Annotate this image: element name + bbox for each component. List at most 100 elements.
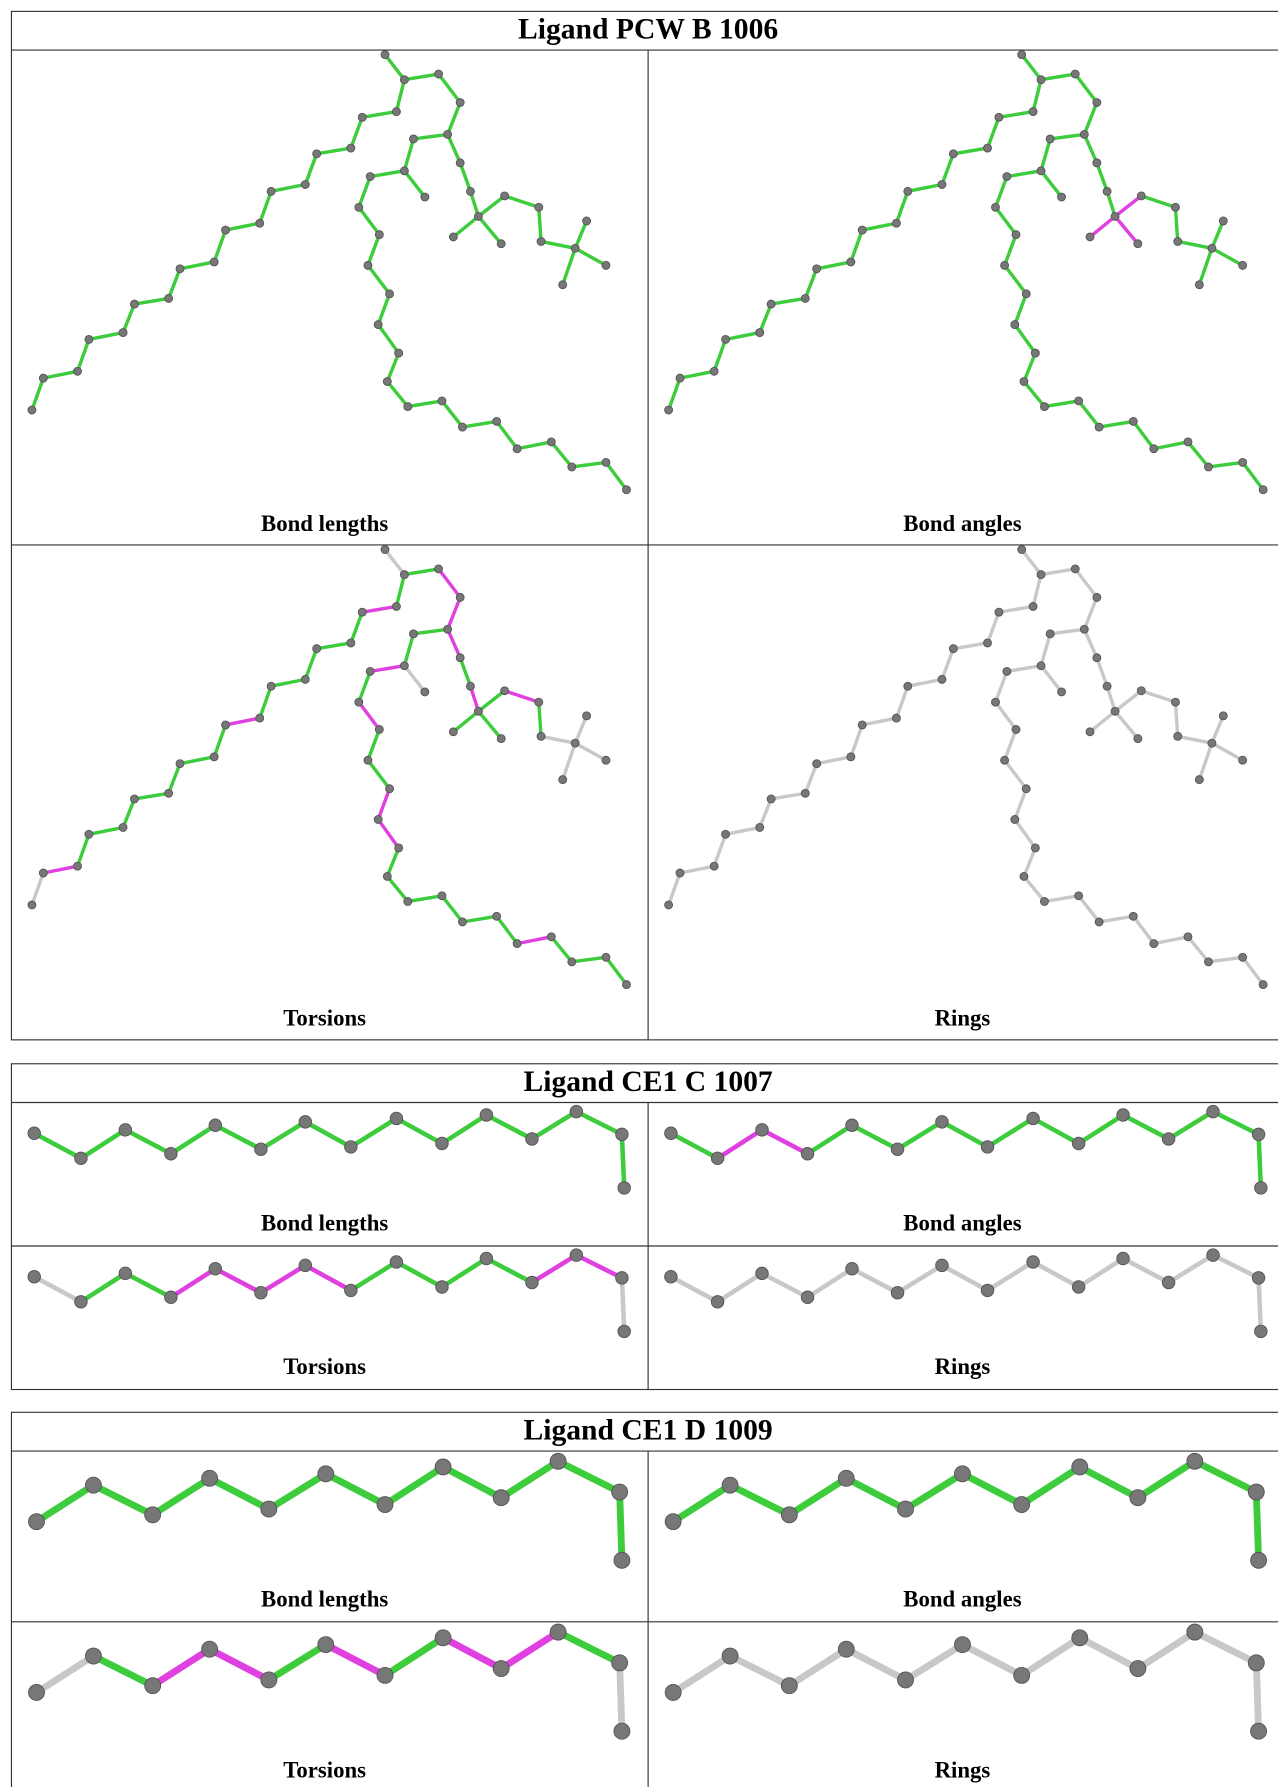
bond (953, 148, 987, 154)
validation-figure: Ligand PCW B 1006Bond lengthsBond angles… (0, 0, 1278, 1787)
atom (404, 403, 412, 411)
bond (305, 649, 316, 680)
molecule-image (29, 1624, 630, 1739)
atom (992, 203, 1000, 211)
atom (1071, 70, 1079, 78)
bond (448, 134, 461, 162)
atom (1095, 918, 1103, 926)
bond (439, 74, 461, 102)
bond (1115, 216, 1138, 243)
atom (493, 417, 501, 425)
atom (256, 714, 264, 722)
atom (756, 1267, 769, 1280)
atom (449, 728, 457, 736)
atom (1111, 212, 1119, 220)
atom (1248, 1484, 1264, 1500)
atom (436, 1137, 449, 1150)
atom (435, 1630, 451, 1646)
atom (1134, 240, 1142, 248)
bond (1015, 294, 1026, 325)
atom (400, 76, 408, 84)
atom (949, 150, 957, 158)
bond (606, 957, 627, 984)
atom (1072, 1459, 1088, 1475)
atom (1037, 167, 1045, 175)
bond (1208, 462, 1242, 467)
atom (1219, 217, 1227, 225)
bond (169, 269, 180, 299)
atom (1117, 1252, 1130, 1265)
panel-caption: Torsions (283, 1757, 366, 1782)
panel-caption: Bond angles (903, 1587, 1021, 1612)
bond (443, 1467, 501, 1498)
bond (370, 171, 404, 177)
atom (1174, 732, 1182, 740)
bond (271, 679, 305, 686)
atom (358, 113, 366, 121)
atom (1011, 815, 1019, 823)
atom (1018, 546, 1026, 554)
atom (366, 173, 374, 181)
bond (214, 230, 225, 262)
bond (171, 1125, 215, 1153)
atom (130, 300, 138, 308)
atom (1027, 1256, 1040, 1269)
bond (1075, 569, 1097, 597)
section-title: Ligand CE1 C 1007 (523, 1066, 772, 1098)
atom (1162, 1133, 1175, 1146)
atom (456, 159, 464, 167)
bond (443, 1638, 501, 1669)
atom (28, 406, 36, 414)
bond (362, 606, 396, 612)
bond (988, 1118, 1034, 1146)
atom (938, 181, 946, 189)
bond (1050, 629, 1084, 634)
bond (326, 1645, 385, 1676)
bond (387, 353, 398, 381)
atom (374, 815, 382, 823)
bond (1084, 103, 1097, 135)
atom (364, 756, 372, 764)
bond (726, 333, 760, 340)
bond (606, 462, 627, 489)
atom (421, 193, 429, 201)
bond (214, 725, 225, 757)
atom (501, 687, 509, 695)
bond (898, 1265, 942, 1292)
bond (558, 1461, 620, 1492)
bond (1005, 265, 1027, 293)
bond (908, 679, 942, 686)
molecule-image (665, 1105, 1268, 1194)
atom (858, 721, 866, 729)
atom (722, 830, 730, 838)
atom (1086, 728, 1094, 736)
bond (1041, 74, 1075, 80)
atom (421, 688, 429, 696)
atom (301, 675, 309, 683)
bond (1097, 658, 1107, 686)
bond (999, 112, 1033, 118)
bond (1080, 1638, 1138, 1669)
atom (984, 639, 992, 647)
bond (1024, 876, 1045, 901)
atom (813, 265, 821, 273)
bond (180, 757, 214, 764)
molecule-image (665, 51, 1268, 494)
atom (381, 546, 389, 554)
atom (85, 1648, 101, 1664)
panel-caption: Bond angles (903, 1211, 1021, 1236)
atom (165, 789, 173, 797)
atom (130, 795, 138, 803)
bond (351, 1118, 397, 1146)
bond (622, 1278, 624, 1332)
atom (614, 1552, 630, 1568)
atom (1001, 756, 1009, 764)
bond (532, 1112, 576, 1139)
bond (1243, 957, 1264, 984)
atom (39, 869, 47, 877)
panel-caption: Torsions (283, 1354, 366, 1379)
bond (563, 248, 576, 284)
atom (1195, 776, 1203, 784)
atom (375, 726, 383, 734)
bond (1080, 1467, 1138, 1498)
